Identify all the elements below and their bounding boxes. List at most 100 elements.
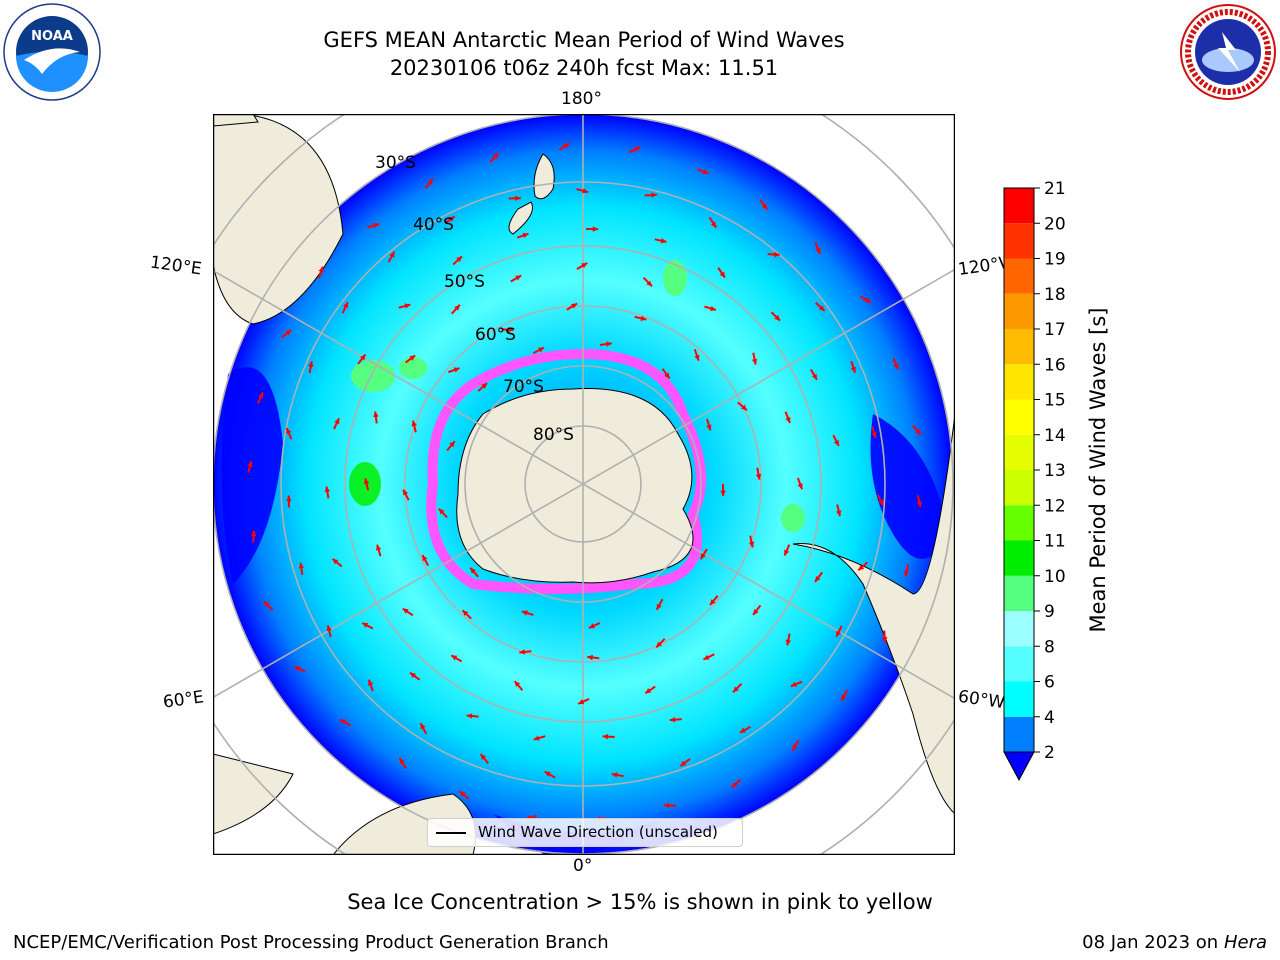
wind-wave-arrow: [250, 530, 257, 537]
colorbar-swatch: [1004, 399, 1034, 435]
wind-wave-arrow: [258, 392, 264, 399]
wind-wave-arrow: [403, 489, 409, 496]
nws-logo: [1180, 4, 1276, 100]
map-legend: Wind Wave Direction (unscaled): [427, 818, 743, 847]
legend-line-swatch: [436, 832, 466, 834]
wind-wave-arrow: [360, 354, 366, 361]
wind-wave-arrow: [375, 544, 382, 551]
wind-wave-arrow: [602, 733, 609, 740]
colorbar-tick-label: 4: [1044, 708, 1055, 728]
wind-wave-arrow: [363, 478, 370, 485]
colorbar-swatch: [1004, 188, 1034, 224]
colorbar-swatch: [1004, 470, 1034, 506]
wind-wave-arrow: [864, 297, 871, 303]
wind-wave-arrow: [792, 744, 798, 751]
wind-wave-arrow: [836, 630, 842, 637]
wind-wave-arrow: [784, 549, 790, 556]
wind-wave-arrow: [343, 302, 348, 309]
colorbar-swatch: [1004, 716, 1034, 752]
wind-wave-arrow: [646, 280, 653, 287]
wind-wave-arrow: [334, 418, 340, 425]
colorbar-tick-label: 19: [1044, 250, 1066, 270]
wind-wave-arrow: [774, 251, 780, 258]
lon-label-180: 180°: [561, 89, 602, 109]
wind-wave-arrow: [634, 146, 641, 152]
wind-wave-arrow: [915, 428, 921, 435]
wind-wave-arrow: [538, 347, 545, 353]
wind-wave-arrow: [247, 461, 253, 467]
noaa-logo: NOAA: [3, 3, 101, 101]
lon-label-0: 0°: [573, 856, 593, 876]
wind-wave-arrow: [410, 672, 416, 679]
wind-wave-arrow: [818, 305, 825, 311]
wind-wave-arrow: [571, 303, 578, 309]
wind-wave-arrow: [453, 367, 460, 373]
wind-wave-arrow: [640, 315, 647, 322]
south-america: [792, 413, 955, 815]
wind-wave-arrow: [519, 649, 525, 655]
wind-wave-arrow: [533, 735, 540, 741]
wind-wave-arrow: [362, 623, 369, 628]
wind-wave-arrow: [470, 567, 476, 574]
australia: [213, 114, 344, 325]
lat-label-50s: 50°S: [444, 272, 485, 292]
caption: Sea Ice Concentration > 15% is shown in …: [347, 890, 933, 914]
colorbar-tick-label: 18: [1044, 285, 1066, 305]
colorbar-tick-label: 21: [1044, 180, 1066, 199]
wind-wave-arrow: [761, 203, 768, 210]
wind-wave-arrow: [563, 143, 570, 149]
wind-wave-arrow: [903, 570, 910, 577]
wind-wave-arrow: [700, 553, 706, 560]
wind-wave-arrow: [611, 772, 618, 778]
wind-wave-arrow: [286, 428, 292, 435]
wind-wave-arrow: [521, 610, 528, 616]
wind-wave-arrow: [664, 372, 670, 379]
wind-wave-arrow: [811, 373, 817, 380]
wind-wave-arrow: [449, 441, 455, 448]
wind-wave-arrow: [741, 404, 747, 411]
wind-wave-arrow: [492, 153, 499, 159]
wind-wave-arrow: [409, 355, 416, 361]
wind-wave-arrow: [402, 608, 409, 614]
wind-wave-arrow: [507, 327, 514, 333]
colorbar-swatch: [1004, 329, 1034, 365]
wind-wave-arrow: [451, 655, 458, 661]
wind-wave-arrow: [878, 499, 884, 506]
wind-wave-arrow: [438, 508, 445, 515]
wind-wave-arrow: [332, 558, 339, 565]
wind-wave-arrow: [841, 694, 847, 701]
colorbar-tick-label: 11: [1044, 532, 1066, 552]
wind-wave-arrow: [836, 510, 842, 517]
colorbar-swatch: [1004, 293, 1034, 329]
colorbar-tick-label: 8: [1044, 637, 1055, 657]
wind-wave-arrow: [581, 262, 588, 269]
polar-map: 30°S 40°S 50°S 60°S 70°S 80°S: [213, 114, 955, 855]
wind-wave-arrow: [480, 754, 487, 760]
wind-wave-arrow: [298, 562, 305, 569]
colorbar-tick-label: 17: [1044, 320, 1066, 340]
wind-wave-arrow: [711, 221, 717, 228]
wind-wave-arrow: [694, 354, 700, 361]
wind-wave-arrow: [515, 195, 521, 202]
colorbar-tick-label: 12: [1044, 496, 1066, 516]
wind-wave-arrow: [833, 439, 839, 446]
colorbar-tick-label: 10: [1044, 567, 1066, 587]
wind-wave-arrow: [710, 305, 716, 312]
footer-left: NCEP/EMC/Verification Post Processing Pr…: [13, 932, 609, 953]
colorbar-swatch: [1004, 646, 1034, 682]
wind-wave-arrow: [739, 727, 746, 733]
colorbar-swatch: [1004, 223, 1034, 259]
wind-wave-arrow: [448, 216, 455, 222]
wind-wave-arrow: [399, 757, 405, 764]
wind-wave-arrow: [719, 271, 725, 278]
wind-wave-arrow: [372, 223, 379, 229]
wind-wave-arrow: [774, 314, 781, 321]
colorbar-tick-label: 20: [1044, 214, 1066, 234]
wind-wave-arrow: [588, 623, 595, 629]
wind-wave-arrow: [645, 688, 652, 694]
colorbar-tick-label: 15: [1044, 391, 1066, 411]
wind-wave-arrow: [815, 247, 821, 254]
wind-wave-arrow: [462, 610, 469, 617]
lat-label-80s: 80°S: [533, 425, 574, 445]
wind-wave-arrow: [893, 363, 899, 370]
